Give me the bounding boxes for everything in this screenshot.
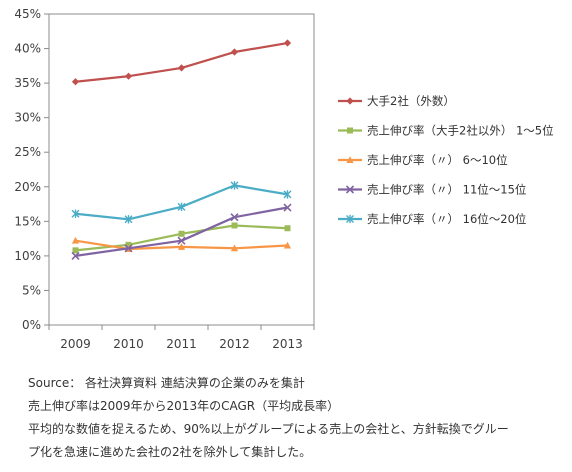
data-point-marker — [230, 181, 239, 190]
legend-label: 売上伸び率（〃） 11位～15位 — [367, 183, 526, 197]
x-tick-label: 2012 — [219, 337, 250, 351]
x-tick-label: 2011 — [166, 337, 197, 351]
data-point-marker — [71, 78, 80, 86]
series-3 — [71, 236, 292, 252]
series-5 — [71, 181, 292, 224]
x-tick-label: 2009 — [60, 337, 91, 351]
legend-item: 大手2社（外数） — [338, 94, 455, 108]
y-tick-label: 15% — [14, 214, 41, 228]
y-tick-label: 10% — [14, 249, 41, 263]
data-point-marker — [177, 64, 186, 72]
data-point-marker — [230, 48, 239, 56]
chart-notes: Source： 各社決算資料 連結決算の企業のみを集計 売上伸び率は2009年か… — [28, 372, 568, 464]
data-point-marker — [124, 215, 133, 224]
y-tick-label: 30% — [14, 111, 41, 125]
y-tick-label: 0% — [22, 318, 41, 332]
legend-label: 大手2社（外数） — [367, 94, 455, 108]
legend-swatch-marker — [345, 185, 355, 194]
legend-item: 売上伸び率（大手2社以外） 1～5位 — [338, 124, 554, 138]
y-tick-label: 35% — [14, 76, 41, 90]
chart-axes — [48, 13, 315, 326]
legend-item: 売上伸び率（〃） 16位～20位 — [338, 212, 526, 226]
data-point-marker — [231, 222, 238, 229]
data-point-marker — [230, 244, 239, 252]
data-point-marker — [177, 202, 186, 212]
y-axis-ticks: 0% 5% 10% 15% 20% 25% 30% 35% 40% 45% — [14, 7, 49, 332]
legend-swatch-marker — [346, 156, 354, 163]
y-tick-label: 25% — [14, 145, 41, 159]
data-point-marker — [125, 241, 132, 248]
data-point-marker — [177, 243, 186, 250]
data-point-marker — [124, 72, 133, 80]
y-tick-label: 5% — [22, 283, 41, 297]
legend-item: 売上伸び率（〃） 6～10位 — [338, 153, 508, 167]
data-point-marker — [283, 241, 292, 249]
y-tick-label: 20% — [14, 180, 41, 194]
data-point-marker — [124, 244, 133, 253]
source-note: Source： 各社決算資料 連結決算の企業のみを集計 — [28, 376, 305, 390]
series-line — [75, 41, 288, 83]
data-point-marker — [283, 39, 292, 47]
legend-label: 売上伸び率（大手2社以外） 1～5位 — [367, 124, 554, 138]
legend-swatch-marker — [347, 127, 353, 134]
x-tick-label: 2010 — [113, 337, 144, 351]
legend-item: 売上伸び率（〃） 11位～15位 — [338, 183, 526, 197]
exclusion-note-1: 平均的な数値を捉えるため、90%以上がグループによる売上の会社と、方針転換でグル… — [28, 422, 509, 436]
y-tick-label: 40% — [14, 42, 41, 56]
x-axis-ticks: 2009 2010 2011 2012 2013 — [48, 325, 315, 351]
data-point-marker — [71, 236, 80, 244]
legend-label: 売上伸び率（〃） 16位～20位 — [367, 212, 526, 226]
data-point-marker — [284, 225, 291, 232]
chart-series — [71, 39, 292, 260]
data-point-marker — [71, 209, 80, 218]
series-4 — [71, 203, 292, 260]
data-point-marker — [177, 236, 186, 245]
x-tick-label: 2013 — [272, 337, 303, 351]
data-point-marker — [230, 213, 239, 222]
exclusion-note-2: プ化を急速に進めた会社の2社を除外して集計した。 — [28, 445, 312, 459]
data-point-marker — [178, 230, 185, 237]
growth-rate-note: 売上伸び率は2009年から2013年のCAGR（平均成長率） — [28, 399, 340, 413]
line-chart: 0% 5% 10% 15% 20% 25% 30% 35% 40% 45% 2009 2010 201… — [14, 7, 554, 351]
data-point-marker — [71, 251, 80, 260]
data-point-marker — [72, 247, 79, 254]
legend-swatch-marker — [346, 97, 354, 105]
plot-area-frame — [48, 13, 315, 326]
series-1 — [71, 39, 292, 86]
y-tick-label: 45% — [14, 7, 41, 21]
data-point-marker — [283, 190, 292, 199]
legend-swatch-marker — [346, 214, 354, 224]
data-point-marker — [283, 203, 292, 212]
legend-label: 売上伸び率（〃） 6～10位 — [367, 153, 508, 167]
